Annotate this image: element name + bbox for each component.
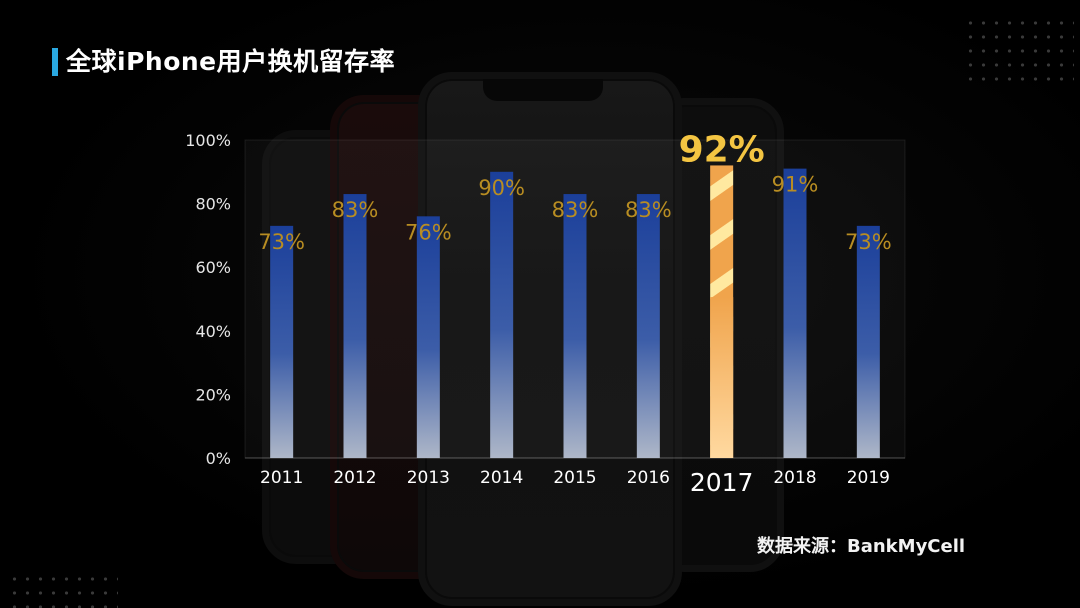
bar-2014 <box>490 171 514 459</box>
bar-2012 <box>343 194 367 458</box>
y-tick-label: 60% <box>195 258 231 277</box>
value-label-2016: 83% <box>625 198 672 222</box>
x-tick-label-2017: 2017 <box>690 468 754 497</box>
page-title: 全球iPhone用户换机留存率 <box>66 47 396 76</box>
value-label-2015: 83% <box>552 198 599 222</box>
x-tick-label-2011: 2011 <box>260 468 303 488</box>
bar-2015 <box>563 194 587 458</box>
bar-highlight-fade <box>710 297 734 458</box>
x-tick-label-2019: 2019 <box>847 468 890 488</box>
value-label-2019: 73% <box>845 230 892 254</box>
value-label-2011: 73% <box>258 230 305 254</box>
decorative-dots-top-right <box>964 16 1074 86</box>
y-tick-label: 100% <box>185 131 231 150</box>
data-source: 数据来源：BankMyCell <box>757 536 966 557</box>
x-tick-label-2016: 2016 <box>627 468 670 488</box>
x-tick-label-2014: 2014 <box>480 468 523 488</box>
value-label-2013: 76% <box>405 220 452 244</box>
title-accent-bar <box>52 48 58 76</box>
y-tick-label: 20% <box>195 385 231 404</box>
bar-2011 <box>270 225 294 458</box>
decorative-dots-bottom-left <box>8 572 118 608</box>
bar-2018 <box>783 168 807 458</box>
bar-2013 <box>416 216 440 458</box>
bar-2019 <box>856 225 880 458</box>
x-tick-label-2015: 2015 <box>553 468 596 488</box>
bar-2016 <box>636 194 660 458</box>
x-tick-label-2013: 2013 <box>407 468 450 488</box>
x-tick-label-2018: 2018 <box>773 468 816 488</box>
x-tick-label-2012: 2012 <box>333 468 376 488</box>
value-label-2017: 92% <box>679 129 765 170</box>
y-tick-label: 80% <box>195 195 231 214</box>
y-tick-label: 0% <box>206 449 231 468</box>
value-label-2012: 83% <box>332 198 379 222</box>
value-label-2014: 90% <box>478 176 525 200</box>
y-tick-label: 40% <box>195 322 231 341</box>
value-label-2018: 91% <box>772 173 819 197</box>
